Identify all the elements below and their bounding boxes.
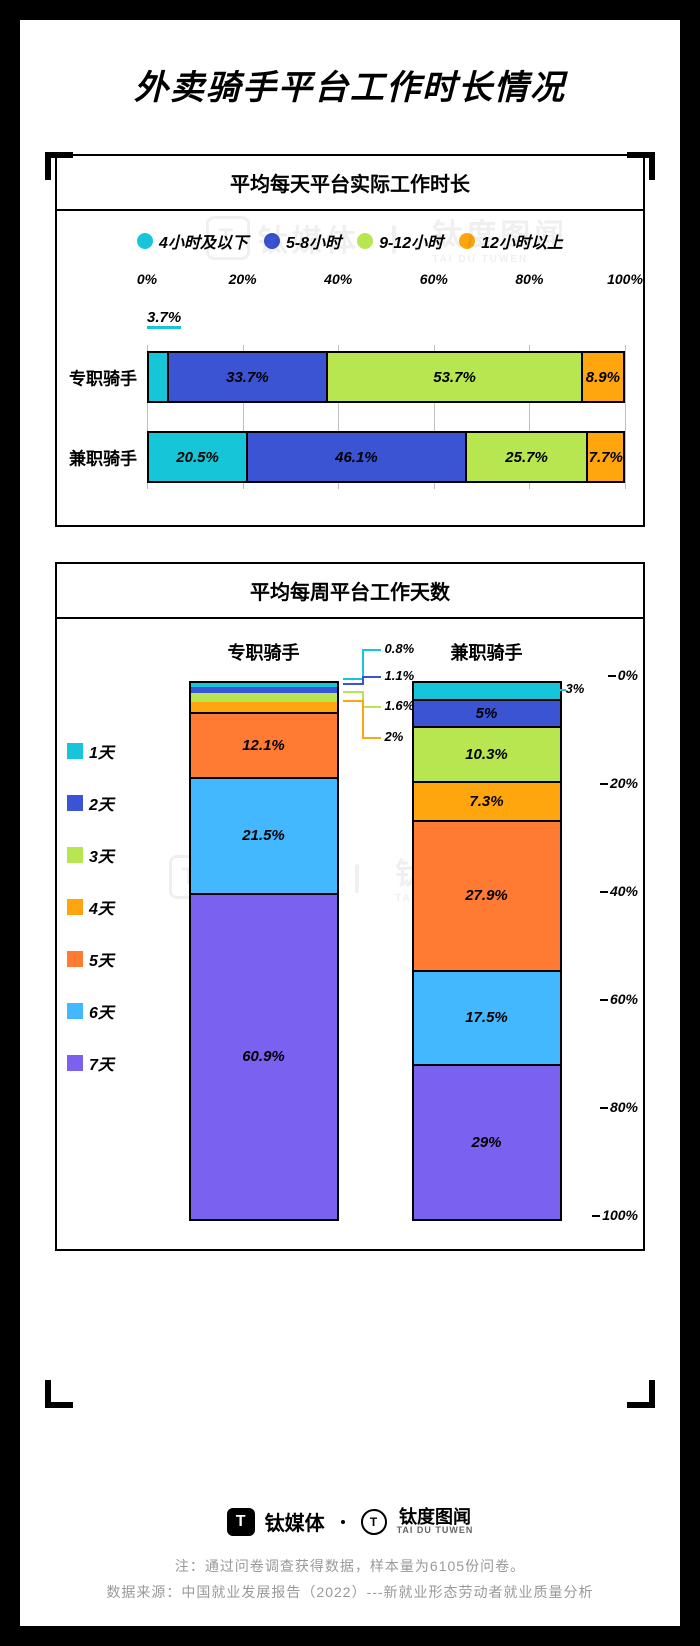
brand-row: T 钛媒体 T 钛度图闻 TAI DU TUWEN <box>20 1507 680 1536</box>
axis-tick: 20% <box>229 271 257 287</box>
legend-item: 9-12小时 <box>357 229 443 253</box>
main-title: 外卖骑手平台工作时长情况 <box>45 60 655 109</box>
chart1-panel: 平均每天平台实际工作时长 4小时及以下5-8小时9-12小时12小时以上 T钛媒… <box>55 154 645 527</box>
axis-tick: 100% <box>607 271 643 287</box>
axis-tick: 60% <box>420 271 448 287</box>
bar-segment: 7.7% <box>586 433 622 481</box>
axis-tick: 80% <box>515 271 543 287</box>
bar-segment: 5% <box>414 699 560 726</box>
axis-tick: 20% <box>610 775 638 791</box>
chart2-title: 平均每周平台工作天数 <box>57 564 643 619</box>
bar-segment <box>191 702 337 713</box>
infographic-page: 外卖骑手平台工作时长情况 平均每天平台实际工作时长 4小时及以下 5-8小时 9-1… <box>0 0 700 1646</box>
axis-tick: 80% <box>610 1099 638 1115</box>
axis-tick: 100% <box>602 1207 638 1223</box>
column: 专职骑手0.8%1.1%1.6%2%12.1%21.5%60.9% <box>189 639 339 1229</box>
bar-segment: 33.7% <box>167 353 327 401</box>
footnote-2: 数据来源：中国就业发展报告（2022）---新就业形态劳动者就业质量分析 <box>20 1582 680 1602</box>
chart2-body: 1天2天3天4天5天6天7天 0%20%40%60%80%100% 专职骑手0.… <box>57 619 643 1249</box>
brand2-label: 钛度图闻 <box>397 1508 474 1526</box>
bar-segment: 10.3% <box>414 726 560 781</box>
bar-row-label: 兼职骑手 <box>57 445 137 470</box>
brand1: 钛媒体 <box>265 1507 325 1536</box>
chart2-axis: 0%20%40%60%80%100% <box>583 675 638 1215</box>
axis-tick: 40% <box>610 883 638 899</box>
chart1-title: 平均每天平台实际工作时长 <box>57 156 643 211</box>
corner-tr <box>627 152 655 180</box>
chart2-panel: 平均每周平台工作天数 T钛媒体 | 钛度图闻TAI DU TUWEN 1天2天3… <box>55 562 645 1251</box>
callout-label: 3% <box>566 681 585 696</box>
bar-segment: 29% <box>414 1064 560 1219</box>
bar-segment: 46.1% <box>246 433 465 481</box>
bar-segment: 17.5% <box>414 970 560 1064</box>
bar-segment: 60.9% <box>191 893 337 1219</box>
brand2: 钛度图闻 TAI DU TUWEN <box>397 1508 474 1535</box>
bar-segment <box>414 683 560 699</box>
axis-tick: 60% <box>610 991 638 1007</box>
column: 兼职骑手3%5%10.3%7.3%27.9%17.5%29% <box>412 639 562 1229</box>
axis-tick: 40% <box>324 271 352 287</box>
legend-item: 5-8小时 <box>264 229 341 253</box>
chart1-legend: 4小时及以下 5-8小时 9-12小时 12小时以上 <box>57 211 643 271</box>
footnote-1: 注：通过问卷调查获得数据，样本量为6105份问卷。 <box>20 1556 680 1576</box>
bar-row-label: 专职骑手 <box>57 365 137 390</box>
chart2-legend: 1天 2天 3天 4天 5天 6天 7天 <box>67 739 114 1075</box>
chart1-body: 0%20%40%60%80%100% 专职骑手3.7%33.7%53.7%8.9… <box>57 271 643 525</box>
bar-segment: 25.7% <box>465 433 587 481</box>
bar-segment <box>149 353 167 401</box>
brand2-sub: TAI DU TUWEN <box>397 1526 474 1535</box>
bar-segment: 20.5% <box>149 433 246 481</box>
corner-bl <box>45 1380 73 1408</box>
brand1-badge: T <box>227 1508 255 1536</box>
bar-segment: 8.9% <box>581 353 623 401</box>
legend-item: 3天 <box>67 843 114 867</box>
corner-br <box>627 1380 655 1408</box>
legend-item: 12小时以上 <box>459 229 563 253</box>
bar-segment <box>191 693 337 702</box>
corner-tl <box>45 152 73 180</box>
brand-separator <box>341 1520 345 1524</box>
bar-row: 专职骑手3.7%33.7%53.7%8.9% <box>147 351 625 403</box>
footer: T 钛媒体 T 钛度图闻 TAI DU TUWEN 注：通过问卷调查获得数据，样… <box>20 1507 680 1602</box>
column-title: 专职骑手 <box>228 639 300 665</box>
legend-item: 4天 <box>67 895 114 919</box>
legend-item: 6天 <box>67 999 114 1023</box>
axis-tick: 0% <box>618 667 638 683</box>
chart1-axis: 0%20%40%60%80%100% <box>147 271 625 301</box>
bar-segment: 53.7% <box>326 353 581 401</box>
chart2-columns: 0%20%40%60%80%100% 专职骑手0.8%1.1%1.6%2%12.… <box>172 639 578 1229</box>
bar-segment: 12.1% <box>191 712 337 777</box>
legend-item: 5天 <box>67 947 114 971</box>
legend-item: 2天 <box>67 791 114 815</box>
bar-segment: 7.3% <box>414 781 560 820</box>
legend-item: 4小时及以下 <box>137 229 248 253</box>
legend-item: 1天 <box>67 739 114 763</box>
column-title: 兼职骑手 <box>451 639 523 665</box>
inner-frame: 外卖骑手平台工作时长情况 平均每天平台实际工作时长 4小时及以下 5-8小时 9-1… <box>20 20 680 1626</box>
bar-segment: 27.9% <box>414 820 560 970</box>
brand2-badge: T <box>361 1509 387 1535</box>
callout-label: 3.7% <box>147 309 181 329</box>
legend-item: 7天 <box>67 1051 114 1075</box>
axis-tick: 0% <box>137 271 157 287</box>
bar-row: 兼职骑手20.5%46.1%25.7%7.7% <box>147 431 625 483</box>
chart1-bars: 专职骑手3.7%33.7%53.7%8.9% 兼职骑手20.5%46.1%25.7… <box>147 351 625 483</box>
bar-segment: 21.5% <box>191 777 337 892</box>
